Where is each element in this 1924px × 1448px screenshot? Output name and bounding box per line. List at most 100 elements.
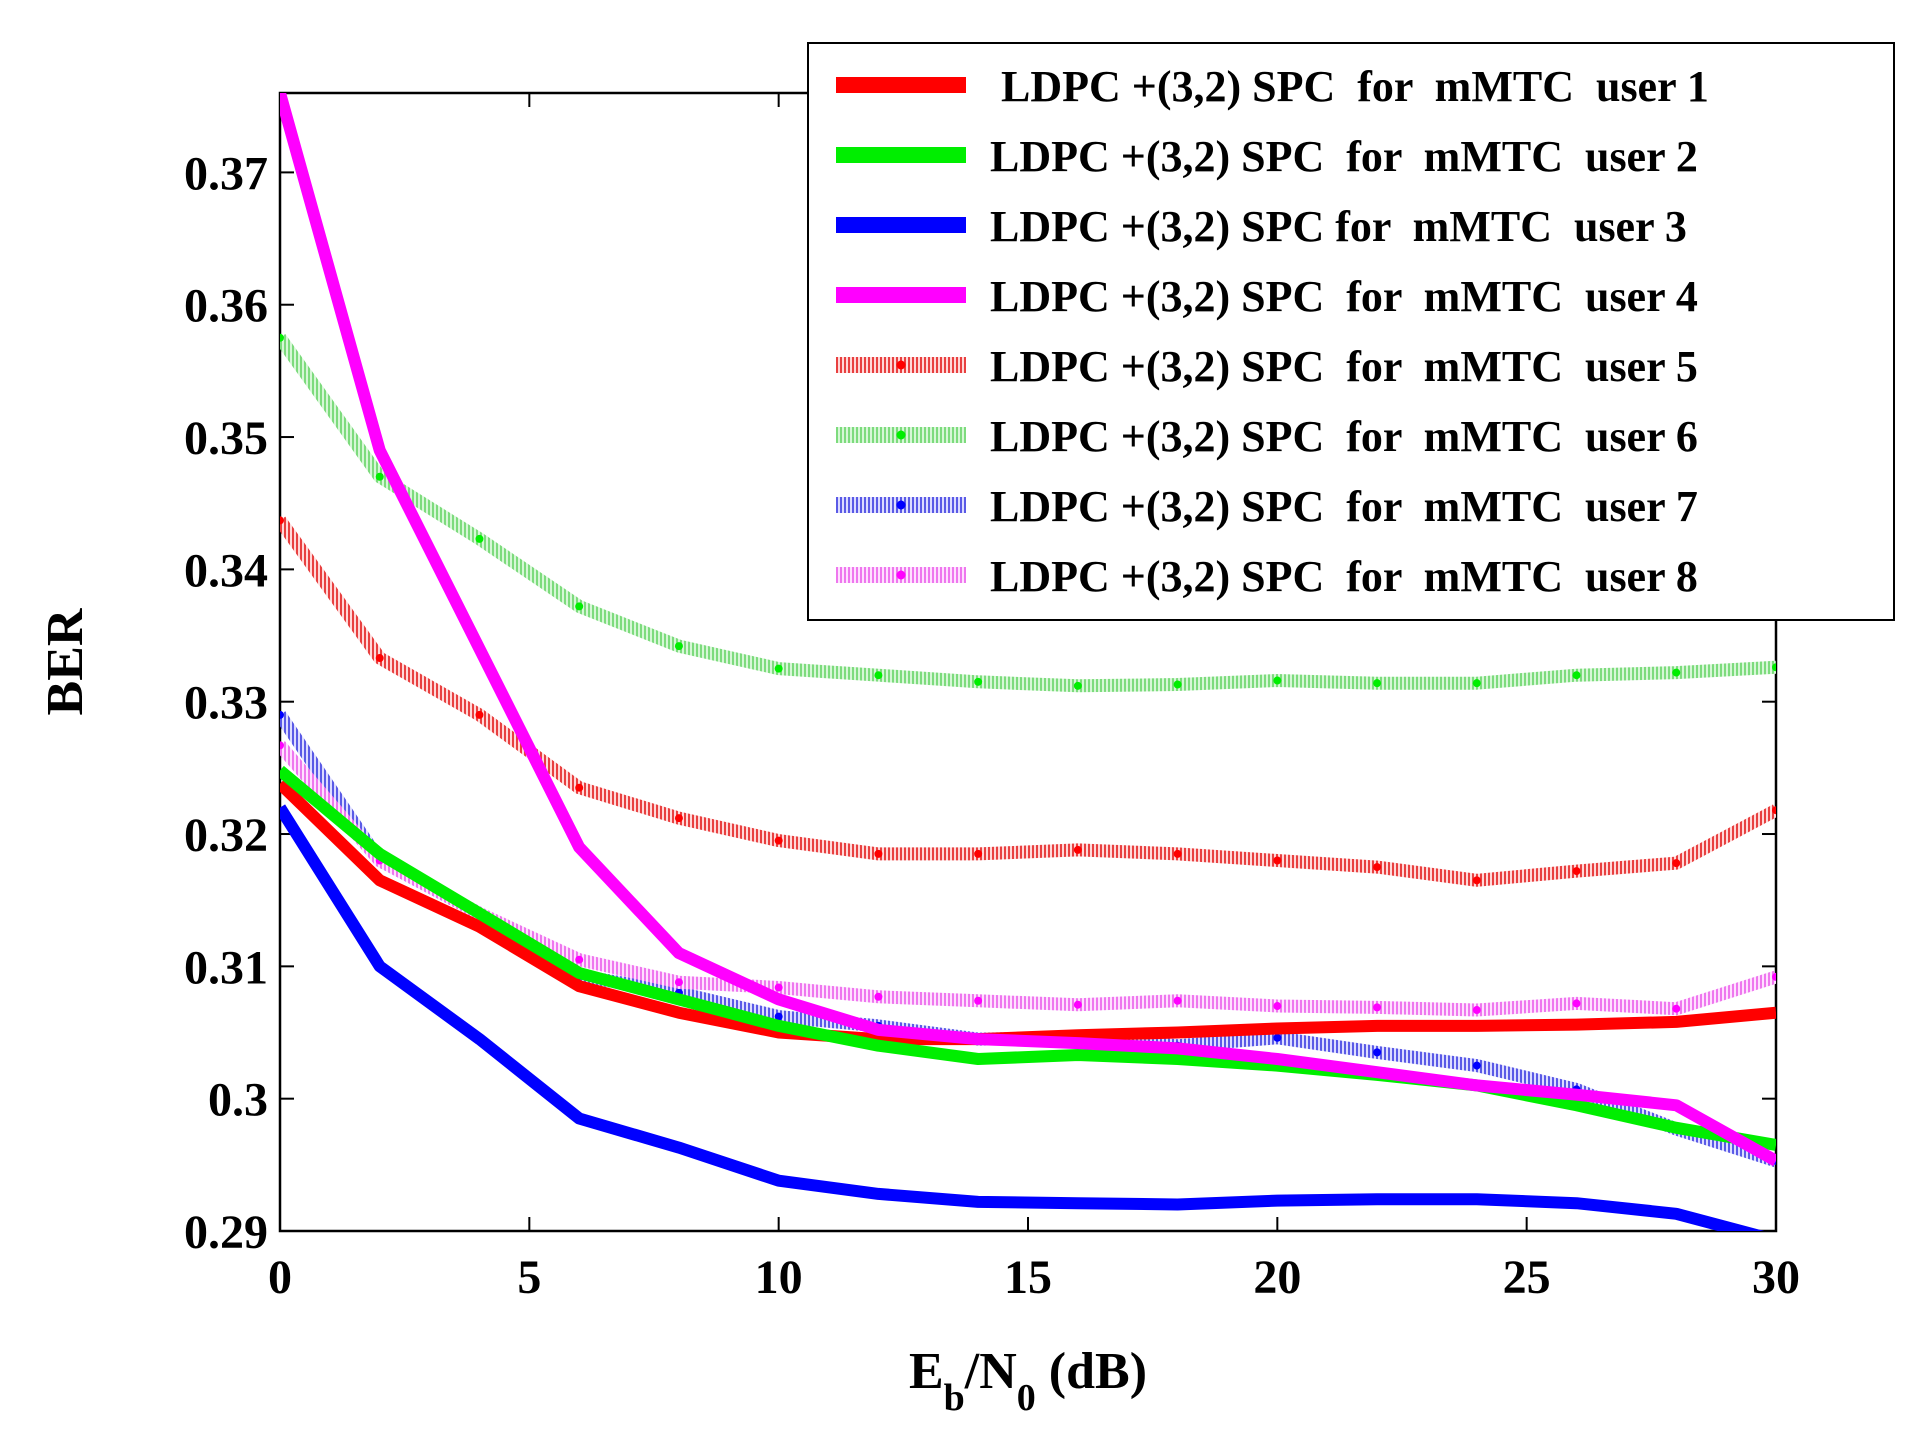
series-line-user-6 — [280, 334, 1776, 693]
y-tick-label: 0.32 — [184, 809, 268, 862]
data-point-user-6 — [874, 671, 883, 680]
data-point-user-5 — [575, 783, 584, 792]
data-point-user-5 — [1472, 876, 1481, 885]
series-user-4 — [280, 93, 1776, 1167]
legend-swatch — [836, 147, 966, 163]
data-point-user-6 — [1373, 679, 1382, 688]
y-tick-label: 0.33 — [184, 677, 268, 730]
data-point-user-5 — [874, 849, 883, 858]
data-point-user-6 — [1472, 679, 1481, 688]
legend-label: LDPC +(3,2) SPC for mMTC user 3 — [990, 202, 1687, 251]
data-point-user-6 — [1672, 668, 1681, 677]
data-point-user-6 — [1572, 671, 1581, 680]
legend-label: LDPC +(3,2) SPC for mMTC user 5 — [990, 342, 1698, 391]
data-point-user-8 — [1073, 1000, 1082, 1009]
data-point-user-5 — [1772, 806, 1776, 815]
data-point-user-6 — [1772, 663, 1776, 672]
legend: LDPC +(3,2) SPC for mMTC user 1 LDPC +(3,… — [807, 42, 1895, 621]
data-point-user-5 — [1373, 863, 1382, 872]
legend-marker — [896, 500, 906, 510]
data-point-user-8 — [1273, 1002, 1282, 1011]
x-axis: 0 5 10 15 20 25 30 — [268, 93, 1800, 1304]
legend-marker — [896, 360, 906, 370]
y-tick-label: 0.3 — [208, 1074, 268, 1127]
x-axis-label: Eb/N0 (dB) — [909, 1343, 1147, 1419]
x-tick-label: 0 — [268, 1251, 292, 1304]
x-axis-label-e: E — [909, 1343, 944, 1400]
data-point-user-6 — [774, 664, 783, 673]
y-tick-label: 0.37 — [184, 147, 268, 200]
y-tick-label: 0.34 — [184, 544, 268, 597]
data-point-user-8 — [280, 741, 284, 750]
data-point-user-8 — [1373, 1003, 1382, 1012]
data-point-user-5 — [974, 849, 983, 858]
data-point-user-7 — [1373, 1048, 1382, 1057]
legend-label: LDPC +(3,2) SPC for mMTC user 1 — [990, 62, 1709, 111]
data-point-user-7 — [1273, 1033, 1282, 1042]
legend-swatch — [836, 77, 966, 93]
legend-item-user-3: LDPC +(3,2) SPC for mMTC user 3 — [836, 202, 1687, 251]
legend-item-user-5: LDPC +(3,2) SPC for mMTC user 5 — [836, 342, 1698, 391]
x-tick-label: 5 — [517, 1251, 541, 1304]
legend-item-user-8: LDPC +(3,2) SPC for mMTC user 8 — [836, 552, 1698, 601]
data-point-user-8 — [1472, 1006, 1481, 1015]
data-point-user-6 — [280, 333, 284, 342]
data-point-user-5 — [1572, 867, 1581, 876]
y-tick-label: 0.36 — [184, 280, 268, 333]
y-axis: 0.29 0.3 0.31 0.32 0.33 0.34 0.35 0.36 0.37 — [184, 147, 1776, 1259]
legend-label: LDPC +(3,2) SPC for mMTC user 8 — [990, 552, 1698, 601]
legend-item-user-7: LDPC +(3,2) SPC for mMTC user 7 — [836, 482, 1698, 531]
data-point-user-8 — [974, 996, 983, 1005]
data-point-user-7 — [1472, 1061, 1481, 1070]
series-line-user-3 — [280, 804, 1765, 1231]
data-point-user-5 — [774, 836, 783, 845]
data-point-user-8 — [774, 983, 783, 992]
data-point-user-5 — [280, 516, 284, 525]
data-point-user-5 — [1073, 845, 1082, 854]
data-point-user-6 — [575, 602, 584, 611]
y-axis-label: BER — [37, 607, 94, 715]
data-point-user-8 — [1772, 972, 1776, 981]
legend-box — [807, 42, 1895, 621]
data-point-user-6 — [974, 677, 983, 686]
data-point-user-5 — [1173, 849, 1182, 858]
legend-swatch — [836, 287, 966, 303]
legend-marker — [896, 570, 906, 580]
legend-label: LDPC +(3,2) SPC for mMTC user 7 — [990, 482, 1698, 531]
data-point-user-8 — [874, 992, 883, 1001]
data-point-user-6 — [674, 642, 683, 651]
series-line-user-4 — [280, 93, 1776, 1167]
x-axis-label-slash-n: /N — [964, 1343, 1017, 1400]
data-point-user-5 — [475, 710, 484, 719]
series-layer — [280, 93, 1776, 1231]
series-user-3 — [280, 804, 1765, 1231]
x-tick-label: 30 — [1752, 1251, 1800, 1304]
x-axis-label-b-subscript: b — [944, 1377, 965, 1419]
legend-item-user-4: LDPC +(3,2) SPC for mMTC user 4 — [836, 272, 1698, 321]
legend-swatch — [836, 217, 966, 233]
legend-label: LDPC +(3,2) SPC for mMTC user 4 — [990, 272, 1698, 321]
legend-item-user-2: LDPC +(3,2) SPC for mMTC user 2 — [836, 132, 1698, 181]
x-tick-label: 25 — [1503, 1251, 1551, 1304]
data-point-user-5 — [1672, 859, 1681, 868]
x-tick-label: 15 — [1004, 1251, 1052, 1304]
data-point-user-6 — [1173, 680, 1182, 689]
data-point-user-8 — [1672, 1004, 1681, 1013]
x-tick-label: 10 — [755, 1251, 803, 1304]
data-point-user-6 — [375, 472, 384, 481]
y-tick-label: 0.35 — [184, 412, 268, 465]
data-point-user-6 — [475, 534, 484, 543]
legend-label: LDPC +(3,2) SPC for mMTC user 2 — [990, 132, 1698, 181]
legend-item-user-1: LDPC +(3,2) SPC for mMTC user 1 — [836, 62, 1709, 111]
data-point-user-8 — [575, 955, 584, 964]
data-point-user-7 — [280, 710, 284, 719]
data-point-user-6 — [1273, 676, 1282, 685]
y-tick-label: 0.31 — [184, 941, 268, 994]
data-point-user-8 — [1572, 999, 1581, 1008]
x-axis-label-zero-subscript: 0 — [1017, 1377, 1036, 1419]
legend-marker — [896, 430, 906, 440]
legend-item-user-6: LDPC +(3,2) SPC for mMTC user 6 — [836, 412, 1698, 461]
series-user-6 — [280, 333, 1776, 693]
data-point-user-5 — [1273, 856, 1282, 865]
